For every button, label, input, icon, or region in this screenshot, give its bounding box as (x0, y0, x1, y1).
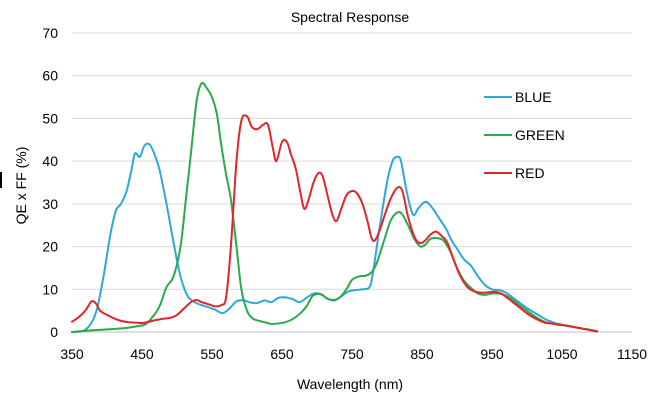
y-tick-label: 20 (42, 239, 58, 255)
y-tick-label: 0 (50, 324, 58, 340)
x-tick-label: 1150 (617, 346, 647, 362)
x-tick-label: 650 (270, 346, 294, 362)
x-tick-label: 450 (130, 346, 154, 362)
x-axis-label: Wavelength (nm) (297, 376, 403, 392)
series-lines (71, 81, 598, 333)
y-axis-label: QE x FF (%) (13, 147, 29, 225)
x-tick-label: 750 (340, 346, 364, 362)
axes: 0 10 20 30 40 50 60 70 350 450 550 650 750 850 950 1050… (42, 25, 647, 362)
y-tick-label: 10 (42, 281, 58, 297)
y-tick-label: 30 (42, 196, 58, 212)
legend-label-blue: BLUE (515, 89, 552, 105)
y-tick-label: 60 (42, 68, 58, 84)
series-line-red (71, 114, 598, 333)
x-tick-label: 850 (410, 346, 434, 362)
series-line-green (71, 81, 598, 333)
y-tick-label: 70 (42, 25, 58, 41)
x-tick-label: 350 (60, 346, 84, 362)
grid-lines (72, 32, 632, 290)
legend: BLUE GREEN RED (484, 89, 565, 181)
y-tick-label: 40 (42, 153, 58, 169)
x-tick-label: 1050 (546, 346, 577, 362)
x-tick-label: 550 (200, 346, 224, 362)
legend-label-green: GREEN (515, 127, 565, 143)
left-edge-mark (0, 172, 2, 188)
x-tick-label: 950 (480, 346, 504, 362)
chart-title: Spectral Response (291, 9, 410, 25)
y-tick-label: 50 (42, 110, 58, 126)
legend-label-red: RED (515, 165, 545, 181)
